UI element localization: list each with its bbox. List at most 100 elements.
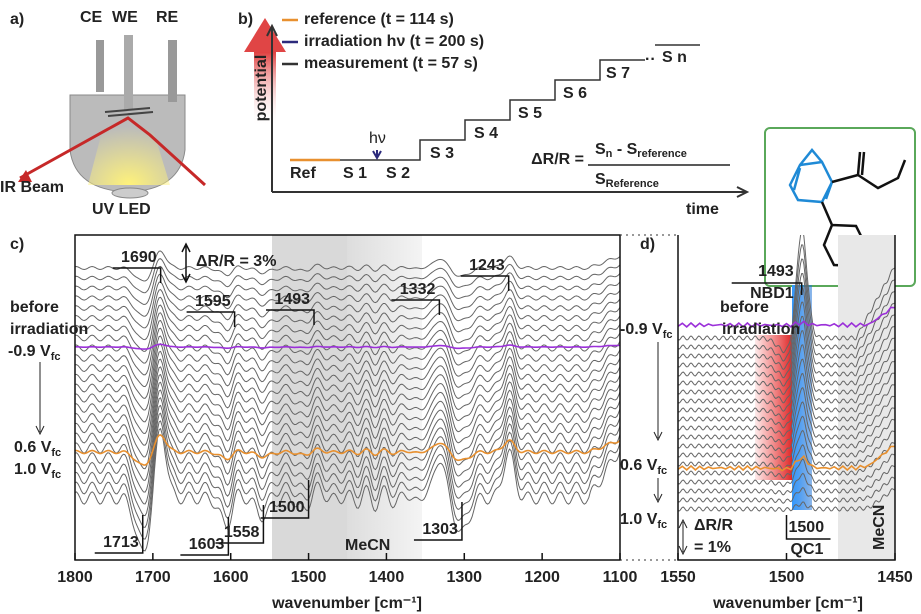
spectrum [75,250,620,282]
formula-part: - S [612,141,637,158]
y-axis-label: potential [253,55,270,122]
peak-leader [460,275,510,291]
panel-label: c) [10,236,24,253]
spectrum [678,386,895,446]
step-label: S 6 [563,85,587,102]
panel-label: a) [10,11,24,28]
spectrum [75,381,620,481]
subscript: fc [51,447,61,459]
step-label: S 4 [474,125,498,142]
spectrum [75,350,620,435]
spectrum [75,289,620,341]
axes-frame [74,234,621,561]
x-tick-label: 1400 [369,569,405,586]
curve-label: irradiation [722,321,800,338]
step-label: S 3 [430,145,454,162]
spectrum [75,319,620,388]
peak-leader [266,309,315,325]
peak-label: 1243 [469,257,505,274]
peak-leader [391,299,441,315]
spectrum [75,343,620,350]
peak-leader [731,282,803,295]
spectrum [678,235,895,354]
spectrum [75,397,620,505]
spectrum [75,312,620,376]
x-axis-label: wavenumber [cm⁻¹] [712,595,863,612]
spectrum [678,258,895,371]
spectrum [75,420,620,540]
spectrum [678,272,895,379]
spectrum [678,453,895,488]
led-label: UV LED [92,201,151,218]
spectrum [75,358,620,446]
curve-label: before [720,299,769,316]
x-tick-label: 1500 [769,569,805,586]
x-axis-label: time [686,201,719,218]
potential-label: -0.9 Vfc [620,321,672,341]
ellipsis: ·· [645,51,656,68]
scale-bar [181,242,191,284]
subscript: n [606,148,613,160]
panel-label: d) [640,236,655,253]
x-tick-label: 1300 [446,569,482,586]
subscript: fc [51,469,61,481]
subscript: fc [663,329,673,341]
peak-label: 1493 [274,291,310,308]
potential-label: 1.0 Vfc [14,461,61,481]
potential-value: -0.9 V [620,321,663,338]
scale-bar-label: ΔR/R [694,517,734,534]
peak-leader [112,267,162,283]
potential-value: 0.6 V [14,439,52,456]
subscript: fc [51,351,61,363]
formula-denominator: SReference [595,171,659,190]
potential-label: 0.6 Vfc [620,457,667,477]
step-label: S 7 [606,65,630,82]
scale-bar-label: ΔR/R = 3% [196,253,276,270]
formula-part: S [595,171,606,188]
peak-label: 1603 [189,536,225,553]
peak-name: QC1 [791,541,824,558]
spectrum [75,273,620,317]
spectrum [678,445,895,472]
legend-text: measurement (t = 57 s) [304,55,478,72]
peak-leader [260,480,310,519]
curve-label: before [10,299,59,316]
formula-part: S [595,141,606,158]
subscript: Reference [606,178,659,190]
x-tick-label: 1800 [57,569,93,586]
spectrum [75,434,620,466]
electrode-label: CE [80,9,103,26]
spectrum [678,287,895,387]
ir-beam-label: IR Beam [0,179,64,196]
x-tick-label: 1550 [660,569,696,586]
potential-value: 1.0 V [620,511,658,528]
peak-leader [785,515,831,540]
irradiation-label: hν [369,130,386,147]
subscript: reference [637,148,687,160]
spectrum [75,281,620,329]
subscript: fc [657,519,667,531]
legend-text: reference (t = 114 s) [304,11,454,28]
solvent-label: MeCN [871,505,888,550]
formula: ΔR/R = [531,151,584,168]
spectrum [678,301,895,396]
cell-drawing [18,35,207,199]
peak-label: 1493 [758,263,794,280]
x-tick-label: 1450 [877,569,913,586]
spectrum [678,429,895,471]
step-label: S 2 [386,165,410,182]
potential-value: -0.9 V [8,343,51,360]
legend-text: irradiation hν (t = 200 s) [304,33,484,50]
spectrum [75,389,620,493]
potential-label: -0.9 Vfc [8,343,60,363]
spectrum [678,442,895,479]
spectrum [678,306,895,329]
peak-leader [186,311,236,327]
potential-arrow [244,18,750,198]
x-tick-label: 1500 [291,569,327,586]
spectrum [678,488,895,513]
potential-value: 1.0 V [14,461,52,478]
spectrum [678,358,895,429]
peak-leader [94,515,144,554]
